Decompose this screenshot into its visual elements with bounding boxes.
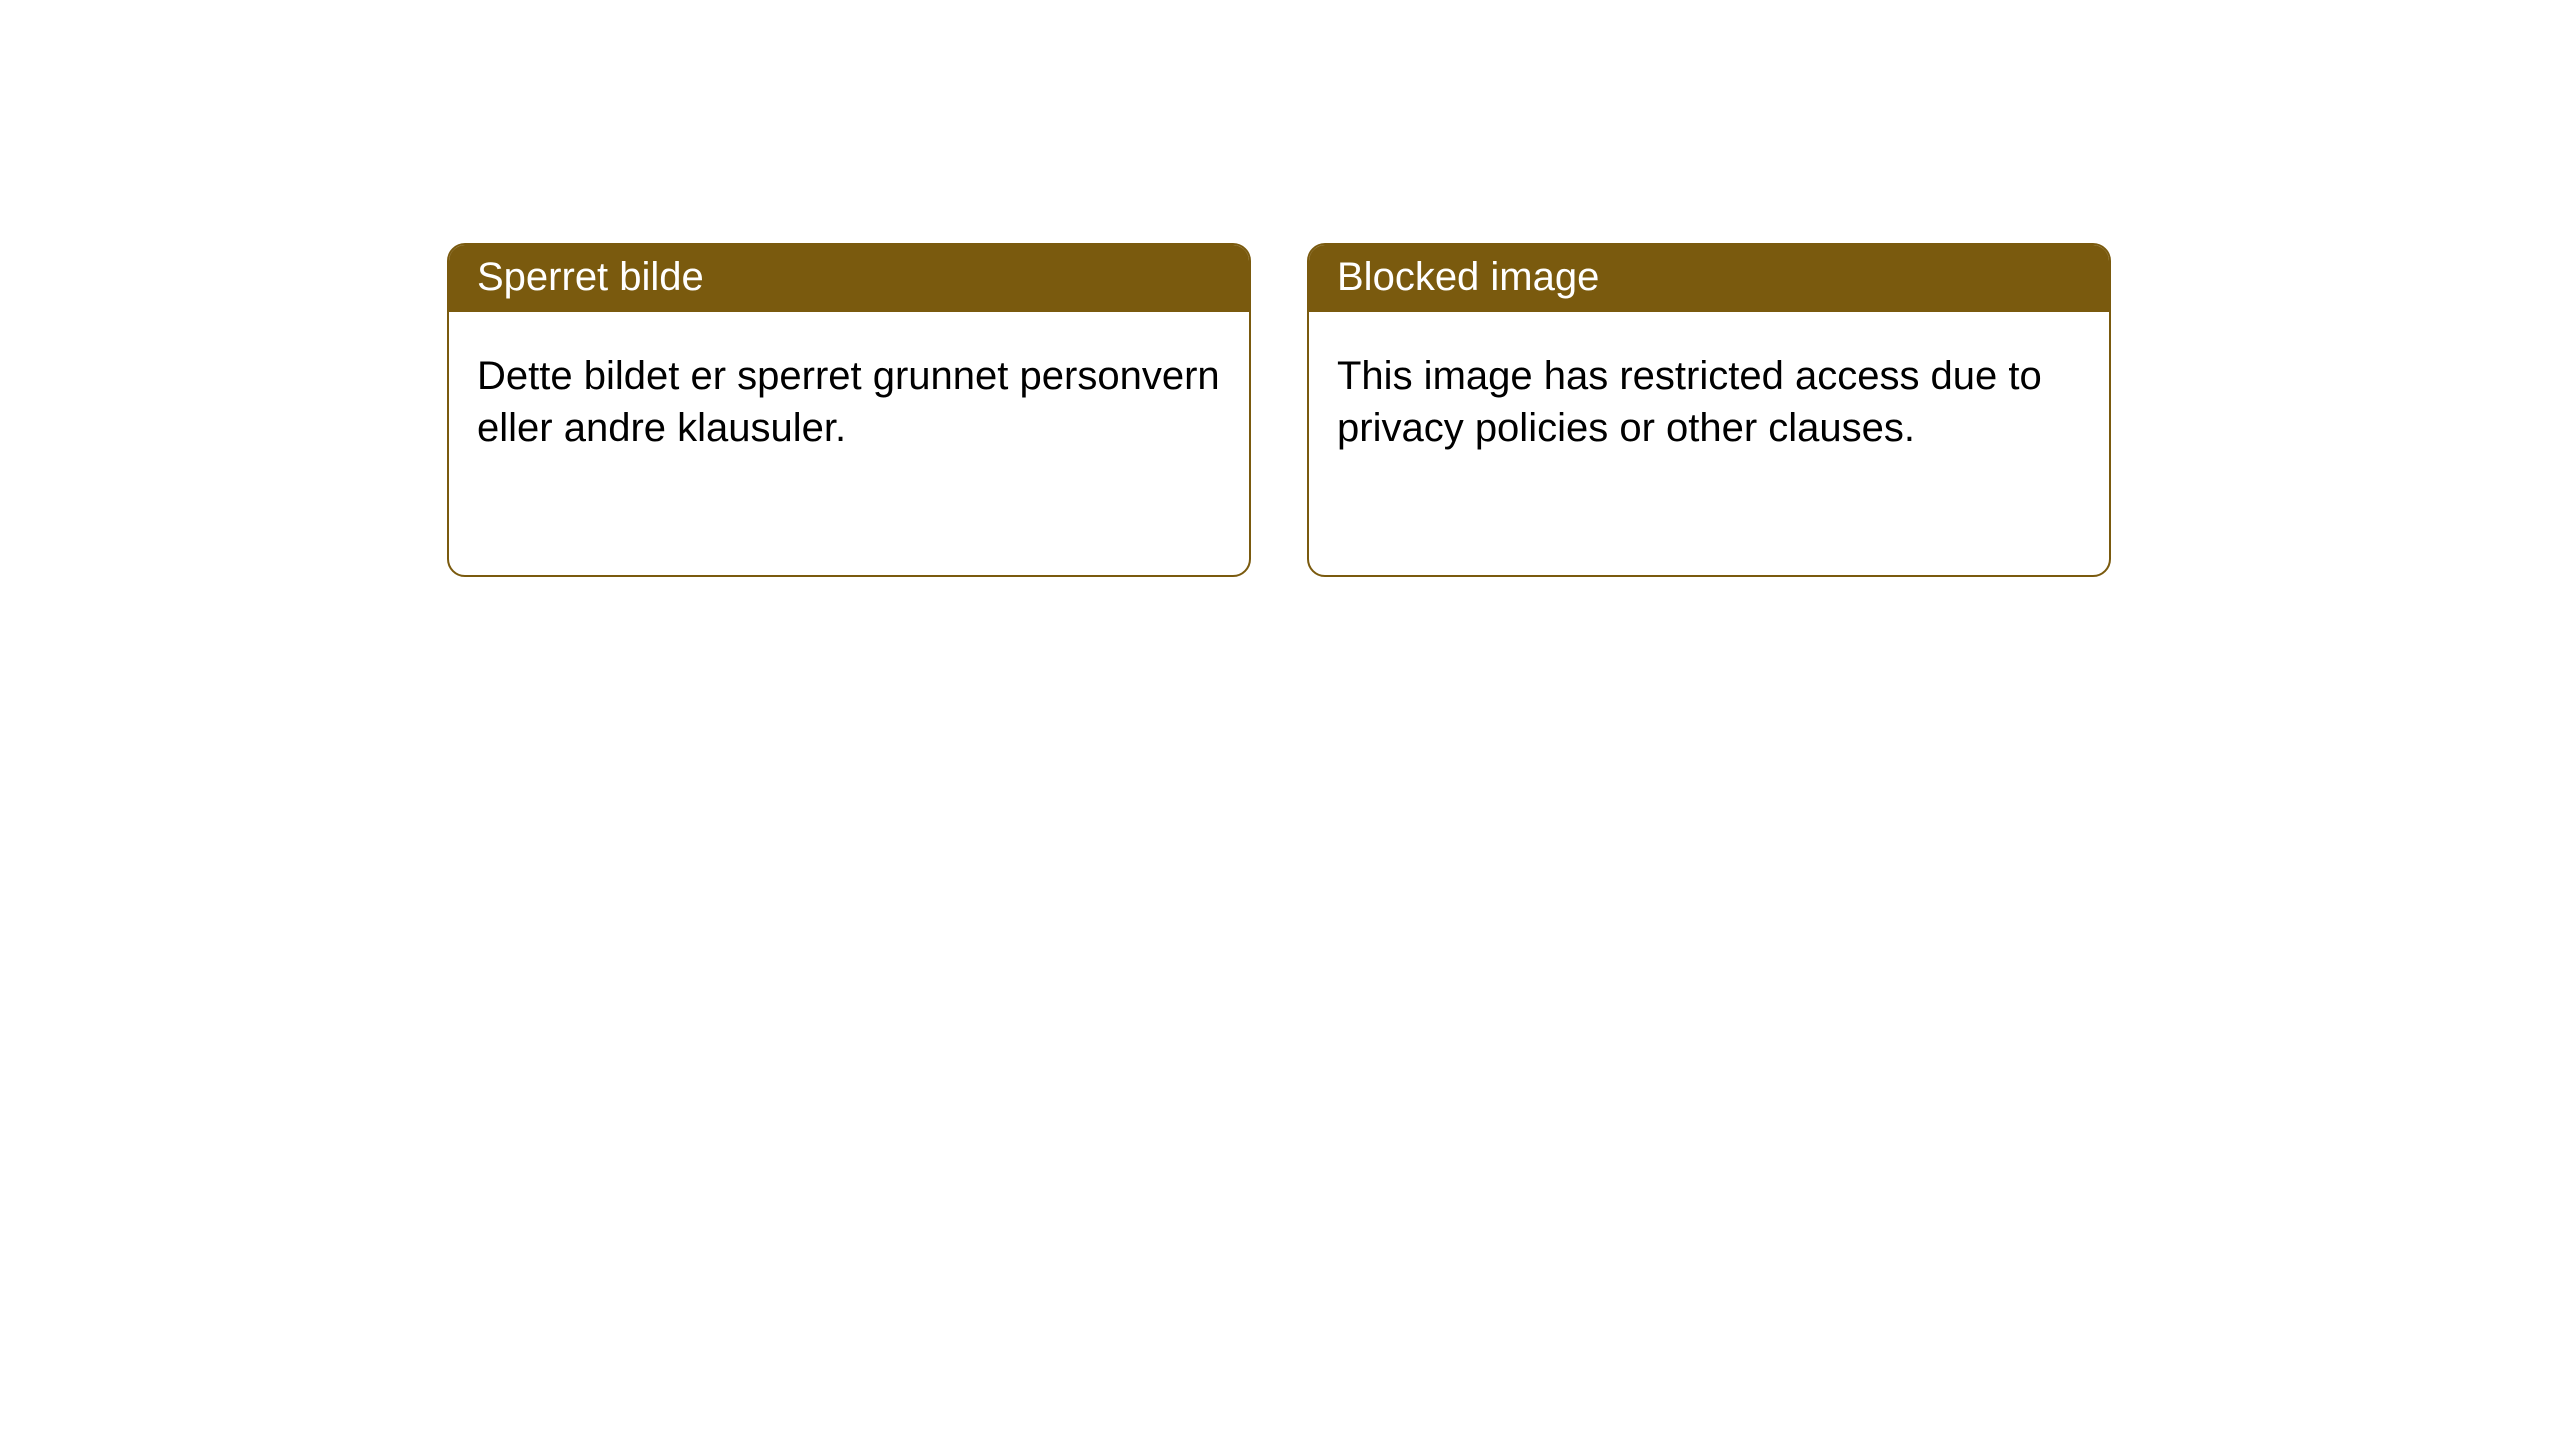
card-header: Blocked image	[1309, 245, 2109, 312]
notice-container: Sperret bilde Dette bildet er sperret gr…	[0, 0, 2560, 577]
card-header: Sperret bilde	[449, 245, 1249, 312]
card-body-text: Dette bildet er sperret grunnet personve…	[477, 354, 1220, 450]
blocked-image-card-en: Blocked image This image has restricted …	[1307, 243, 2111, 577]
card-title: Blocked image	[1337, 255, 1599, 299]
card-title: Sperret bilde	[477, 255, 704, 299]
blocked-image-card-no: Sperret bilde Dette bildet er sperret gr…	[447, 243, 1251, 577]
card-body-text: This image has restricted access due to …	[1337, 354, 2042, 450]
card-body: Dette bildet er sperret grunnet personve…	[449, 312, 1249, 482]
card-body: This image has restricted access due to …	[1309, 312, 2109, 482]
